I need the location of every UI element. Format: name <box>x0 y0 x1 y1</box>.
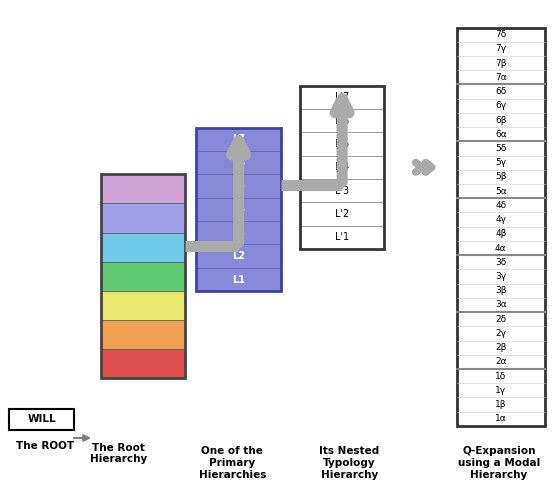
Bar <box>196 268 281 291</box>
Bar <box>300 109 384 132</box>
Text: L'5: L'5 <box>335 139 349 149</box>
Bar <box>196 128 281 151</box>
Text: 2β: 2β <box>495 343 507 352</box>
Bar <box>196 128 281 291</box>
Text: L7: L7 <box>232 134 245 144</box>
Text: 7δ: 7δ <box>495 30 507 39</box>
Bar <box>457 27 545 426</box>
Text: L5: L5 <box>232 181 245 191</box>
Bar <box>196 198 281 221</box>
Bar <box>101 320 185 349</box>
Text: L6: L6 <box>232 158 245 168</box>
Text: 4β: 4β <box>495 229 507 238</box>
Text: 6γ: 6γ <box>495 101 507 110</box>
Bar <box>101 262 185 291</box>
Text: 3β: 3β <box>495 286 507 295</box>
Bar <box>196 244 281 268</box>
Text: The ROOT: The ROOT <box>16 441 75 451</box>
Text: L'2: L'2 <box>335 209 349 219</box>
Bar <box>300 226 384 249</box>
Bar <box>300 132 384 156</box>
Text: 5γ: 5γ <box>495 158 507 167</box>
Bar <box>196 221 281 244</box>
Bar <box>101 174 185 378</box>
Text: 2δ: 2δ <box>495 315 507 324</box>
Text: 1β: 1β <box>495 400 507 409</box>
Text: 6β: 6β <box>495 116 507 124</box>
Text: 7γ: 7γ <box>495 44 507 54</box>
Text: L'1: L'1 <box>335 232 349 242</box>
Text: The Root
Hierarchy: The Root Hierarchy <box>90 442 148 464</box>
Bar <box>300 85 384 249</box>
Text: 3γ: 3γ <box>495 272 507 281</box>
Bar <box>196 174 281 198</box>
Text: 3α: 3α <box>495 300 507 309</box>
Text: 3δ: 3δ <box>495 258 507 267</box>
Bar <box>101 349 185 378</box>
Text: WILL: WILL <box>27 415 56 424</box>
Text: 2γ: 2γ <box>495 329 507 338</box>
Bar <box>101 174 185 203</box>
Bar <box>196 151 281 174</box>
Text: 4α: 4α <box>495 243 507 253</box>
Text: L'6: L'6 <box>335 116 349 126</box>
Text: L'3: L'3 <box>335 186 349 196</box>
Text: Q-Expansion
using a Modal
Hierarchy: Q-Expansion using a Modal Hierarchy <box>458 446 540 480</box>
Text: L2: L2 <box>232 251 245 261</box>
Text: L3: L3 <box>232 228 245 238</box>
Text: 1δ: 1δ <box>495 372 507 381</box>
Text: 4δ: 4δ <box>495 201 507 210</box>
Text: 2α: 2α <box>495 357 507 366</box>
Text: 7β: 7β <box>495 59 507 67</box>
Bar <box>101 233 185 262</box>
Bar <box>300 179 384 202</box>
Bar <box>300 156 384 179</box>
Text: 7α: 7α <box>495 73 507 82</box>
Text: 6δ: 6δ <box>495 87 507 96</box>
Text: 6α: 6α <box>495 130 507 139</box>
Text: L4: L4 <box>232 204 245 214</box>
Text: 5α: 5α <box>495 187 507 196</box>
Text: Its Nested
Typology
Hierarchy: Its Nested Typology Hierarchy <box>320 446 380 480</box>
Bar <box>300 85 384 109</box>
Text: 4γ: 4γ <box>495 215 507 224</box>
Text: 1α: 1α <box>495 414 507 423</box>
Text: 5δ: 5δ <box>495 144 507 153</box>
Text: 1γ: 1γ <box>495 386 507 395</box>
Text: 5β: 5β <box>495 173 507 181</box>
Bar <box>101 291 185 320</box>
Bar <box>9 409 74 429</box>
Text: L'4: L'4 <box>335 162 349 173</box>
Bar <box>101 203 185 233</box>
Bar <box>300 202 384 226</box>
Text: L1: L1 <box>232 275 245 284</box>
Text: L'7: L'7 <box>335 92 349 102</box>
Text: One of the
Primary
Hierarchies: One of the Primary Hierarchies <box>199 446 266 480</box>
